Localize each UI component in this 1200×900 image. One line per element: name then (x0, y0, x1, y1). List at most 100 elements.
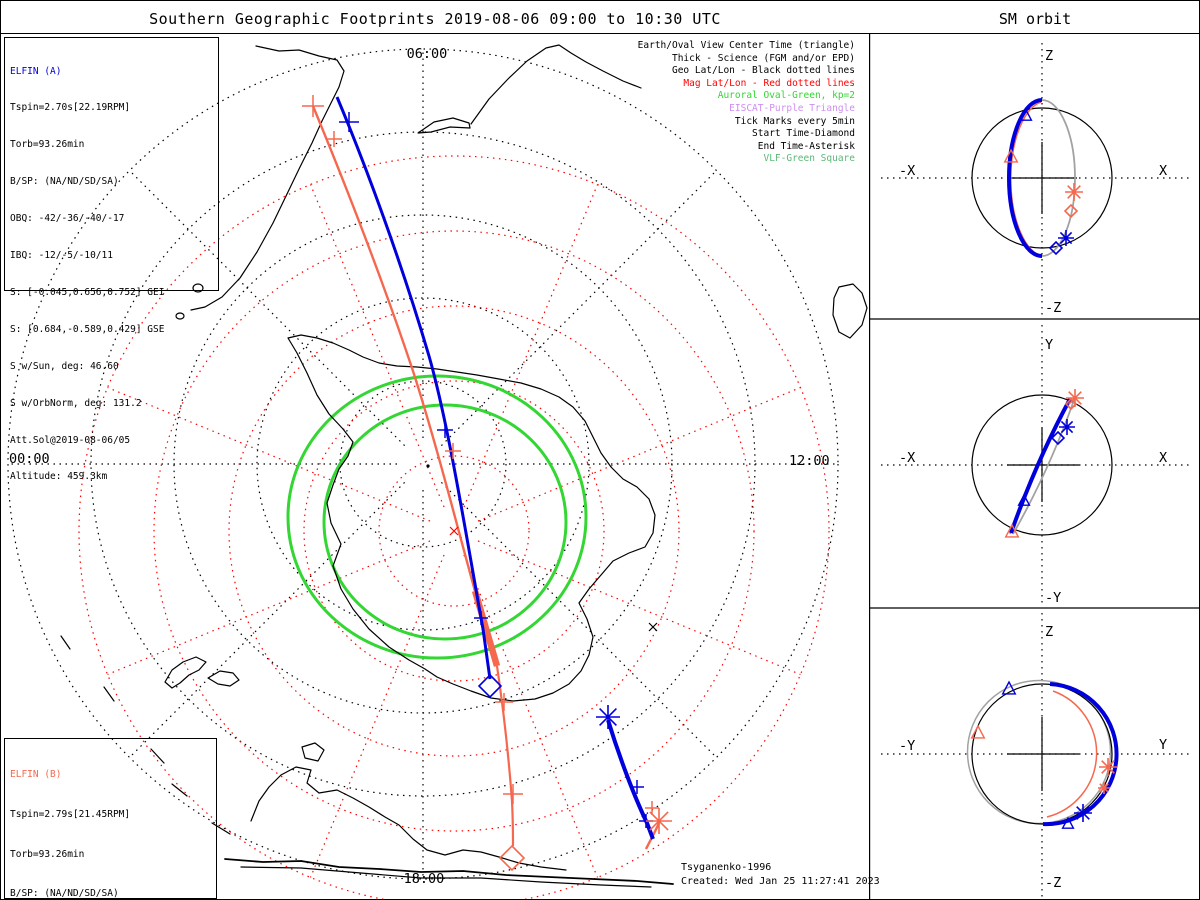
panel-dividers (869, 34, 1199, 899)
triangle-marker (1017, 493, 1031, 506)
elfin-a-title: ELFIN (A) (10, 65, 62, 77)
station-x-marker (648, 622, 658, 632)
elfin-a-orbnorm-angle: S w/OrbNorm, deg: 131.2 (10, 397, 142, 409)
elfin-b-orbit (1009, 101, 1042, 257)
track-markers (302, 95, 672, 872)
triangle-marker (1001, 680, 1017, 695)
asterisk-marker (646, 808, 672, 834)
asterisk-marker (1074, 804, 1092, 822)
axis-label-top: Y (1045, 337, 1053, 353)
elfin-b-tspin: Tspin=2.79s[21.45RPM] (10, 809, 131, 821)
legend-tick-marks: Tick Marks every 5min (734, 115, 855, 127)
legend-mag-latlon: Mag Lat/Lon - Red dotted lines (683, 77, 855, 89)
legend-thick-science: Thick - Science (FGM and/or EPD) (671, 52, 855, 64)
new-zealand-north (207, 670, 240, 687)
diamond-marker (1064, 397, 1078, 411)
australia-south-coast-2 (240, 866, 652, 888)
elfin-a-bsp: B/SP: (NA/ND/SD/SA) (10, 176, 119, 188)
elfin-b-torb: Torb=93.26min (10, 848, 85, 860)
island (192, 283, 204, 293)
time-tick (495, 693, 513, 711)
asterisk-marker (1066, 389, 1084, 407)
time-label-1800: 18:00 (404, 871, 445, 887)
time-tick (339, 112, 359, 132)
axis-label-bottom: -Z (1045, 300, 1061, 316)
sm-orbit-panel-xy: Y -Y -X X (881, 325, 1193, 606)
elfin-a-orbit (1007, 98, 1043, 258)
elfin-a-altitude: Altitude: 459.3km (10, 471, 108, 483)
magnetic-pole-x (449, 526, 459, 536)
legend-vlf: VLF-Green Square (763, 153, 855, 165)
time-tick (445, 443, 461, 459)
sm-orbit-panels: Z -Z -X X Y -Y -X X Z -Z (869, 34, 1199, 899)
australia-south-coast (224, 858, 674, 885)
time-tick (302, 95, 324, 117)
sm-orbit-title: SM orbit (998, 10, 1072, 28)
elfin-a-obq: OBQ: -42/-36/-40/-17 (10, 213, 125, 225)
triangle-marker (1019, 108, 1033, 121)
asterisk-marker (1065, 183, 1083, 201)
elfin-a-s-gei: S: [-0.045,0.656,0.752] GEI (10, 286, 165, 298)
time-tick (437, 422, 453, 438)
auroral-oval-inner (322, 403, 568, 641)
top-right-coast (470, 44, 642, 125)
axis-label-top: Z (1045, 624, 1053, 640)
auroral-ovals (286, 374, 588, 660)
earth-circle (971, 394, 1113, 536)
earth-circle (971, 107, 1113, 249)
triangle-marker (1061, 816, 1075, 829)
triangle-marker (1003, 148, 1019, 163)
asterisk-marker (1059, 419, 1075, 435)
title-bar: Southern Geographic Footprints 2019-08-0… (1, 1, 1199, 34)
diamond-marker (1048, 240, 1064, 256)
orbit-farside (1012, 399, 1075, 535)
axis-label-left: -X (899, 163, 915, 179)
time-tick (326, 131, 342, 147)
geographic-pole-dot (426, 464, 430, 468)
sm-orbit-panel-yz: Z -Z -Y Y (881, 613, 1193, 898)
map-legend: Earth/Oval View Center Time (triangle) T… (638, 40, 855, 166)
tasmania-coast (301, 742, 325, 762)
island (175, 312, 185, 320)
elfin-a-info-box: ELFIN (A) Tspin=2.70s[22.19RPM] Torb=93.… (4, 37, 219, 482)
elfin-a-main-track (335, 96, 492, 680)
australia-coast (250, 766, 567, 871)
legend-end-time: End Time-Asterisk (757, 140, 855, 152)
axis-label-right: X (1159, 163, 1167, 179)
diamond-marker (1063, 203, 1079, 219)
time-tick (645, 801, 659, 815)
sm-orbit-markers (970, 108, 1117, 829)
diamond-marker (1050, 430, 1066, 446)
legend-auroral-oval: Auroral Oval-Green, kp=2 (717, 90, 855, 102)
axis-label-left: -X (899, 450, 915, 466)
model-label: Tsyganenko-1996 (681, 862, 772, 873)
axis-label-left: -Y (899, 738, 915, 754)
elfin-a-orbit (1009, 398, 1072, 534)
mag-grid (78, 155, 830, 899)
time-label-0000: 00:00 (9, 451, 50, 467)
time-tick (503, 784, 523, 804)
diamond-marker (498, 844, 526, 872)
elfin-a-ibq: IBQ: -12/-5/-10/11 (10, 250, 113, 262)
axis-label-right: X (1159, 450, 1167, 466)
new-zealand-south (164, 656, 207, 689)
legend-center-time: Earth/Oval View Center Time (triangle) (637, 40, 855, 51)
legend-geo-latlon: Geo Lat/Lon - Black dotted lines (671, 65, 855, 77)
elfin-a-tspin: Tspin=2.70s[22.19RPM] (10, 102, 131, 114)
diamond-marker (477, 673, 503, 699)
elfin-b-info-box: ELFIN (B) Tspin=2.79s[21.45RPM] Torb=93.… (4, 738, 217, 899)
elfin-b-title: ELFIN (B) (10, 769, 62, 781)
islet-wedge (417, 117, 471, 134)
pole-markers (426, 464, 658, 632)
polar-map: 06:00 00:00 12:00 18:00 (7, 44, 868, 899)
elfin-a-torb: Torb=93.26min (10, 139, 85, 151)
coastlines (60, 44, 868, 888)
map-title: Southern Geographic Footprints 2019-08-0… (149, 10, 721, 28)
elfin-a-orbit (1042, 682, 1119, 827)
time-tick (474, 611, 488, 625)
triangle-marker (970, 724, 986, 739)
asterisk-marker (596, 705, 620, 729)
time-tick (630, 780, 644, 794)
elfin-a-s-gse: S: [0.684,-0.589,0.429] GSE (10, 323, 165, 335)
